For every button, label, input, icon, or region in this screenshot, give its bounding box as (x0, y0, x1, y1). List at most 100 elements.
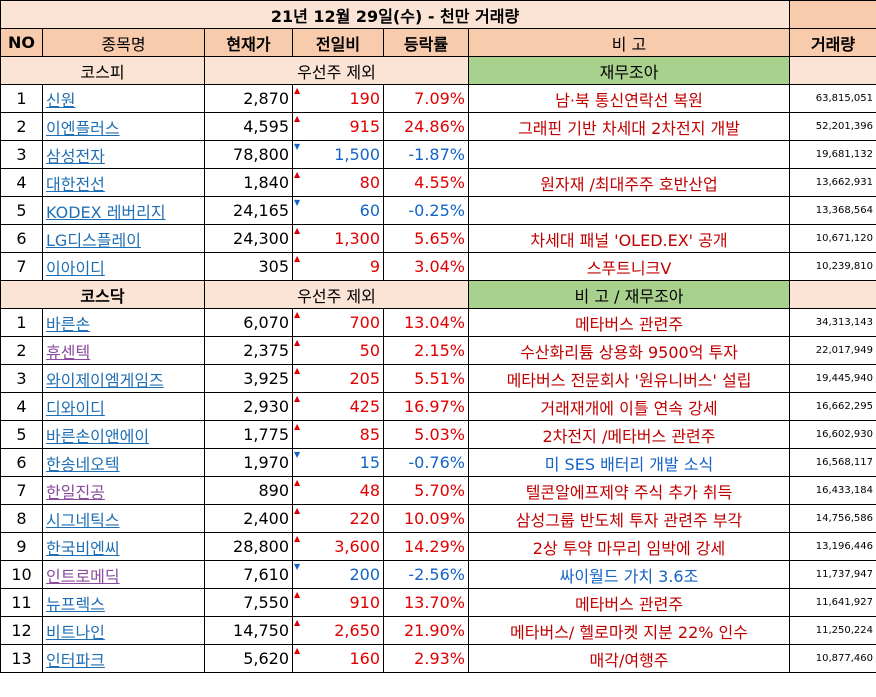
price-change-cell: ▲ 2,650 (292, 616, 384, 645)
price-change-cell: ▲ 80 (292, 168, 384, 197)
trade-volume: 16,602,930 (789, 420, 876, 449)
price-change: 50 (359, 341, 380, 360)
price-change-cell: ▼ 60 (292, 196, 384, 225)
trade-volume: 22,017,949 (789, 336, 876, 365)
stock-name-link[interactable]: 바른손이앤에이 (46, 426, 150, 446)
price-change-cell: ▲ 48 (292, 476, 384, 505)
stock-name-link[interactable]: 바른손 (46, 314, 91, 334)
price-change: 205 (349, 369, 380, 388)
change-rate: 16.97% (383, 392, 469, 421)
stock-name-link[interactable]: 인터파크 (46, 650, 105, 670)
stock-name-link[interactable]: 시그네틱스 (46, 510, 120, 530)
trade-volume: 10,877,460 (789, 644, 876, 673)
table-row: 8 시그네틱스 2,400 ▲ 220 10.09% 삼성그룹 반도체 투자 관련주 부각 1… (0, 504, 876, 533)
up-triangle-icon: ▲ (294, 114, 301, 123)
row-number: 12 (0, 616, 43, 645)
up-triangle-icon: ▲ (294, 394, 301, 403)
table-row: 6 한송네오텍 1,970 ▼ 15 -0.76% 미 SES 배터리 개발 소식 16,56… (0, 448, 876, 477)
row-number: 1 (0, 84, 43, 113)
table-row: 1 바른손 6,070 ▲ 700 13.04% 메타버스 관련주 34,313,143 (0, 308, 876, 337)
current-price: 305 (204, 252, 293, 281)
table-row: 12 비트나인 14,750 ▲ 2,650 21.90% 메타버스/ 헬로마켓 지분 22… (0, 616, 876, 645)
price-change: 200 (349, 565, 380, 584)
row-number: 3 (0, 364, 43, 393)
stock-name-cell: KODEX 레버리지 (42, 196, 205, 225)
kospi-filter: 우선주 제외 (204, 56, 469, 85)
remark: 차세대 패널 'OLED.EX' 공개 (467, 224, 791, 253)
stock-name-link[interactable]: 디와이디 (46, 398, 105, 418)
remark: 삼성그룹 반도체 투자 관련주 부각 (467, 504, 791, 533)
header-volume: 거래량 (789, 28, 876, 57)
price-change-cell: ▲ 425 (292, 392, 384, 421)
trade-volume: 11,737,947 (789, 560, 876, 589)
stock-name-link[interactable]: 휴센텍 (46, 342, 91, 362)
stock-name-link[interactable]: 한국비엔씨 (46, 538, 120, 558)
down-triangle-icon: ▼ (294, 142, 301, 151)
stock-name-cell: 한송네오텍 (42, 448, 205, 477)
change-rate: -0.25% (383, 196, 469, 225)
remark (467, 140, 791, 169)
current-price: 28,800 (204, 532, 293, 561)
up-triangle-icon: ▲ (294, 254, 301, 263)
price-change: 2,650 (334, 621, 380, 640)
change-rate: 5.03% (383, 420, 469, 449)
title-row: 21년 12월 29일(수) - 천만 거래량 (0, 0, 876, 29)
price-change-cell: ▲ 1,300 (292, 224, 384, 253)
stock-name-link[interactable]: 비트나인 (46, 622, 105, 642)
row-number: 8 (0, 504, 43, 533)
stock-name-link[interactable]: LG디스플레이 (46, 230, 141, 250)
remark: 메타버스 관련주 (467, 308, 791, 337)
trade-volume: 34,313,143 (789, 308, 876, 337)
current-price: 1,840 (204, 168, 293, 197)
table-row: 7 이아이디 305 ▲ 9 3.04% 스푸트니크V 10,239,810 (0, 252, 876, 281)
price-change-cell: ▼ 1,500 (292, 140, 384, 169)
stock-name-cell: 인터파크 (42, 644, 205, 673)
down-triangle-icon: ▼ (294, 450, 301, 459)
table-row: 4 디와이디 2,930 ▲ 425 16.97% 거래재개에 이틀 연속 강세 16,662… (0, 392, 876, 421)
current-price: 2,930 (204, 392, 293, 421)
trade-volume: 11,641,927 (789, 588, 876, 617)
change-rate: 5.70% (383, 476, 469, 505)
change-rate: 5.51% (383, 364, 469, 393)
kosdaq-label: 코스닥 (0, 280, 205, 309)
table-row: 2 휴센텍 2,375 ▲ 50 2.15% 수산화리튬 상용화 9500억 투자 22,01… (0, 336, 876, 365)
price-change: 220 (349, 509, 380, 528)
change-rate: 2.93% (383, 644, 469, 673)
price-change: 1,500 (334, 145, 380, 164)
stock-name-cell: 디와이디 (42, 392, 205, 421)
stock-name-link[interactable]: 한일진공 (46, 482, 105, 502)
price-change: 85 (359, 425, 380, 444)
stock-name-cell: 한국비엔씨 (42, 532, 205, 561)
stock-name-link[interactable]: 삼성전자 (46, 146, 105, 166)
header-change: 전일비 (292, 28, 384, 57)
stock-name-link[interactable]: 이엔플러스 (46, 118, 120, 138)
stock-name-link[interactable]: 뉴프렉스 (46, 594, 105, 614)
stock-name-link[interactable]: 신원 (46, 90, 76, 110)
row-number: 5 (0, 420, 43, 449)
kospi-filler (789, 56, 876, 85)
stock-name-link[interactable]: 인트로메딕 (46, 566, 120, 586)
stock-name-link[interactable]: 한송네오텍 (46, 454, 120, 474)
price-change: 425 (349, 397, 380, 416)
trade-volume: 13,368,564 (789, 196, 876, 225)
stock-name-cell: 대한전선 (42, 168, 205, 197)
row-number: 2 (0, 336, 43, 365)
current-price: 2,870 (204, 84, 293, 113)
stock-name-link[interactable]: 이아이디 (46, 258, 105, 278)
change-rate: 24.86% (383, 112, 469, 141)
trade-volume: 63,815,051 (789, 84, 876, 113)
price-change: 910 (349, 593, 380, 612)
stock-name-link[interactable]: 와이제이엠게임즈 (46, 370, 164, 390)
header-rate: 등락률 (383, 28, 469, 57)
row-number: 13 (0, 644, 43, 673)
remark: 거래재개에 이틀 연속 강세 (467, 392, 791, 421)
table-row: 5 바른손이앤에이 1,775 ▲ 85 5.03% 2차전지 /메타버스 관련주 16,60… (0, 420, 876, 449)
stock-name-link[interactable]: 대한전선 (46, 174, 105, 194)
remark: 메타버스 전문회사 '원유니버스' 설립 (467, 364, 791, 393)
stock-name-cell: 이아이디 (42, 252, 205, 281)
up-triangle-icon: ▲ (294, 590, 301, 599)
price-change: 915 (349, 117, 380, 136)
stock-name-link[interactable]: KODEX 레버리지 (46, 202, 166, 222)
current-price: 24,300 (204, 224, 293, 253)
change-rate: 7.09% (383, 84, 469, 113)
